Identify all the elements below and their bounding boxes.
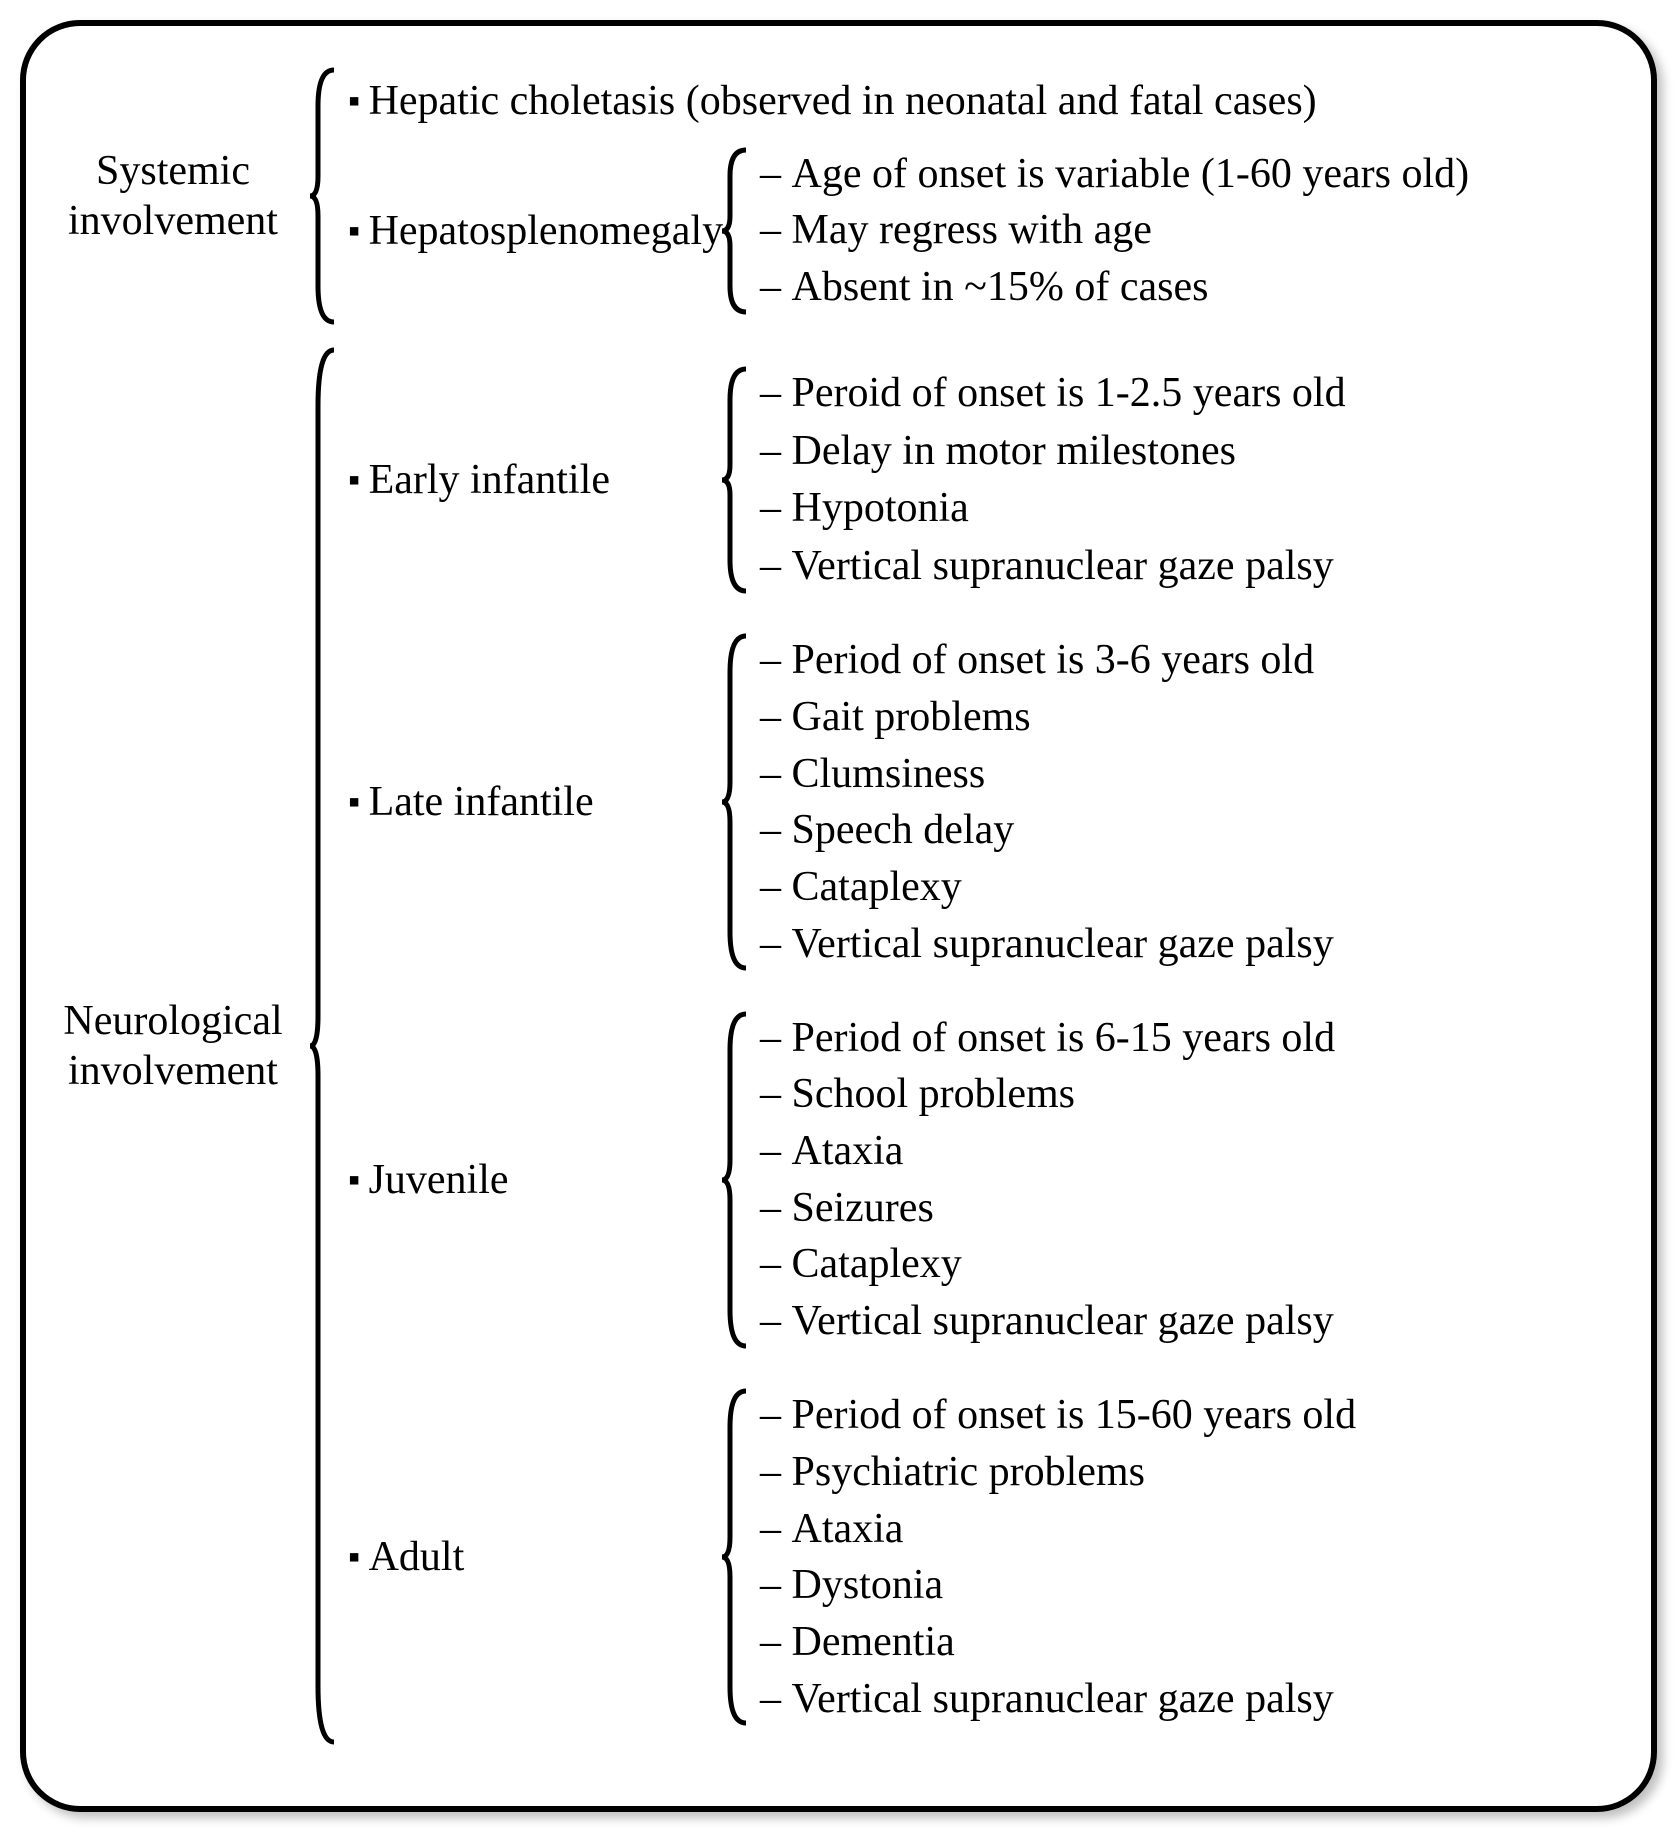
detail-item: Vertical supranuclear gaze palsy [760, 1295, 1335, 1348]
label-line: Systemic [96, 148, 250, 194]
detail-item: Seizures [760, 1182, 1335, 1235]
detail-item: Delay in motor milestones [760, 425, 1346, 478]
subgroup-label: Adult [338, 1533, 718, 1581]
category-systemic: Systemic involvement Hepatic choletasis … [46, 66, 1611, 326]
detail-item: Cataplexy [760, 1238, 1335, 1291]
detail-item: Ataxia [760, 1125, 1335, 1178]
subgroup-label: Late infantile [338, 778, 718, 826]
detail-item: Dementia [760, 1616, 1356, 1669]
bracket-icon [718, 1387, 750, 1727]
detail-list: Period of onset is 3-6 years old Gait pr… [750, 632, 1334, 972]
detail-item: Hypotonia [760, 482, 1346, 535]
bracket-icon [306, 66, 338, 326]
label-line: involvement [68, 198, 278, 244]
detail-item: Vertical supranuclear gaze palsy [760, 1673, 1356, 1726]
bracket-icon [718, 365, 750, 595]
category-label: Neurological involvement [46, 996, 306, 1097]
detail-item: Clumsiness [760, 748, 1334, 801]
label-line: involvement [68, 1048, 278, 1094]
detail-item: School problems [760, 1068, 1335, 1121]
detail-item: Ataxia [760, 1503, 1356, 1556]
category-neurological: Neurological involvement Early infantile… [46, 346, 1611, 1746]
detail-list: Period of onset is 15-60 years old Psych… [750, 1387, 1356, 1727]
bracket-icon [718, 146, 750, 316]
detail-list: Period of onset is 6-15 years old School… [750, 1010, 1335, 1350]
subgroup-juvenile: Juvenile Period of onset is 6-15 years o… [338, 1010, 1611, 1350]
detail-item: Period of onset is 15-60 years old [760, 1389, 1356, 1442]
bracket-icon [718, 1010, 750, 1350]
subgroup-label: Juvenile [338, 1156, 718, 1204]
detail-list: Peroid of onset is 1-2.5 years old Delay… [750, 365, 1346, 595]
detail-item: Period of onset is 6-15 years old [760, 1012, 1335, 1065]
detail-item: Age of onset is variable (1-60 years old… [760, 148, 1469, 201]
subgroup-adult: Adult Period of onset is 15-60 years old… [338, 1387, 1611, 1727]
subgroup-container: Hepatic choletasis (observed in neonatal… [338, 66, 1611, 326]
subgroup-label: Hepatic choletasis (observed in neonatal… [338, 77, 1317, 125]
detail-item: Psychiatric problems [760, 1446, 1356, 1499]
diagram-frame: Systemic involvement Hepatic choletasis … [20, 20, 1657, 1812]
detail-item: Cataplexy [760, 861, 1334, 914]
detail-item: Period of onset is 3-6 years old [760, 634, 1334, 687]
subgroup-label: Hepatosplenomegaly [338, 207, 718, 255]
label-line: Neurological [63, 998, 282, 1044]
detail-item: Absent in ~15% of cases [760, 261, 1469, 314]
detail-item: Vertical supranuclear gaze palsy [760, 918, 1334, 971]
subgroup-label: Early infantile [338, 456, 718, 504]
subgroup-hepatosplenomegaly: Hepatosplenomegaly Age of onset is varia… [338, 146, 1611, 316]
subgroup-early-infantile: Early infantile Peroid of onset is 1-2.5… [338, 365, 1611, 595]
bracket-icon [306, 346, 338, 1746]
subgroup-container: Early infantile Peroid of onset is 1-2.5… [338, 346, 1611, 1746]
detail-item: Gait problems [760, 691, 1334, 744]
bracket-icon [718, 632, 750, 972]
subgroup-hepatic-choletasis: Hepatic choletasis (observed in neonatal… [338, 77, 1611, 125]
detail-item: Peroid of onset is 1-2.5 years old [760, 367, 1346, 420]
detail-item: May regress with age [760, 204, 1469, 257]
detail-item: Speech delay [760, 804, 1334, 857]
detail-item: Dystonia [760, 1559, 1356, 1612]
category-label: Systemic involvement [46, 146, 306, 247]
subgroup-late-infantile: Late infantile Period of onset is 3-6 ye… [338, 632, 1611, 972]
detail-list: Age of onset is variable (1-60 years old… [750, 146, 1469, 316]
detail-item: Vertical supranuclear gaze palsy [760, 540, 1346, 593]
